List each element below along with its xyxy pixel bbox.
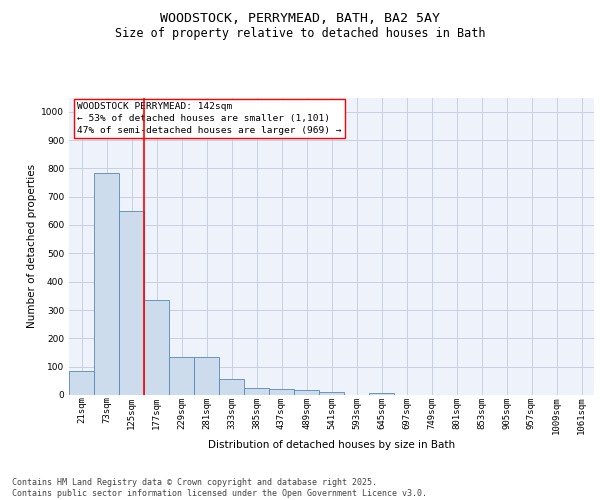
- Y-axis label: Number of detached properties: Number of detached properties: [27, 164, 37, 328]
- Bar: [319, 392, 344, 395]
- Bar: [69, 372, 94, 395]
- Text: WOODSTOCK, PERRYMEAD, BATH, BA2 5AY: WOODSTOCK, PERRYMEAD, BATH, BA2 5AY: [160, 12, 440, 26]
- Text: Size of property relative to detached houses in Bath: Size of property relative to detached ho…: [115, 28, 485, 40]
- Text: Contains HM Land Registry data © Crown copyright and database right 2025.
Contai: Contains HM Land Registry data © Crown c…: [12, 478, 427, 498]
- Bar: [244, 388, 269, 395]
- Bar: [219, 378, 244, 395]
- Bar: [294, 390, 319, 395]
- Bar: [269, 389, 294, 395]
- Bar: [94, 172, 119, 395]
- Bar: [194, 358, 219, 395]
- Bar: [169, 358, 194, 395]
- Text: WOODSTOCK PERRYMEAD: 142sqm
← 53% of detached houses are smaller (1,101)
47% of : WOODSTOCK PERRYMEAD: 142sqm ← 53% of det…: [77, 102, 341, 134]
- Bar: [144, 300, 169, 395]
- Bar: [369, 392, 394, 395]
- Bar: [119, 212, 144, 395]
- X-axis label: Distribution of detached houses by size in Bath: Distribution of detached houses by size …: [208, 440, 455, 450]
